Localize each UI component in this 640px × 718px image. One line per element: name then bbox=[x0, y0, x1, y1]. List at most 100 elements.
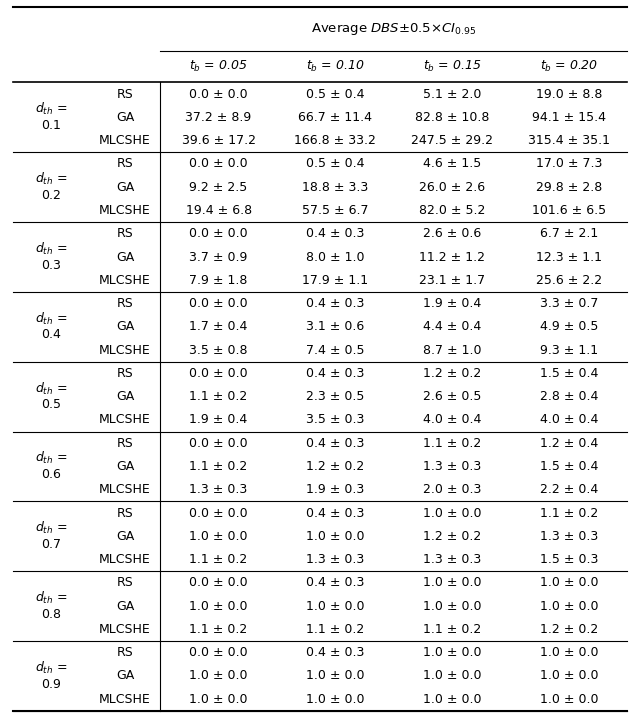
Text: 0.0 ± 0.0: 0.0 ± 0.0 bbox=[189, 577, 248, 589]
Text: 23.1 ± 1.7: 23.1 ± 1.7 bbox=[419, 274, 485, 286]
Text: 0.0 ± 0.0: 0.0 ± 0.0 bbox=[189, 227, 248, 241]
Text: 0.0 ± 0.0: 0.0 ± 0.0 bbox=[189, 367, 248, 380]
Text: 12.3 ± 1.1: 12.3 ± 1.1 bbox=[536, 251, 602, 264]
Text: 9.2 ± 2.5: 9.2 ± 2.5 bbox=[189, 181, 248, 194]
Text: 37.2 ± 8.9: 37.2 ± 8.9 bbox=[186, 111, 252, 124]
Text: 1.0 ± 0.0: 1.0 ± 0.0 bbox=[189, 693, 248, 706]
Text: 1.1 ± 0.2: 1.1 ± 0.2 bbox=[423, 623, 481, 636]
Text: MLCSHE: MLCSHE bbox=[99, 134, 151, 147]
Text: 1.0 ± 0.0: 1.0 ± 0.0 bbox=[423, 693, 481, 706]
Text: MLCSHE: MLCSHE bbox=[99, 204, 151, 217]
Text: 0.0 ± 0.0: 0.0 ± 0.0 bbox=[189, 506, 248, 520]
Text: $d_{th}$ =: $d_{th}$ = bbox=[35, 450, 67, 467]
Text: 0.0 ± 0.0: 0.0 ± 0.0 bbox=[189, 297, 248, 310]
Text: MLCSHE: MLCSHE bbox=[99, 483, 151, 496]
Text: 0.0 ± 0.0: 0.0 ± 0.0 bbox=[189, 88, 248, 101]
Text: 3.7 ± 0.9: 3.7 ± 0.9 bbox=[189, 251, 248, 264]
Text: 1.1 ± 0.2: 1.1 ± 0.2 bbox=[306, 623, 365, 636]
Text: RS: RS bbox=[116, 506, 133, 520]
Text: 0.7: 0.7 bbox=[41, 538, 61, 551]
Text: $d_{th}$ =: $d_{th}$ = bbox=[35, 311, 67, 327]
Text: MLCSHE: MLCSHE bbox=[99, 344, 151, 357]
Text: 247.5 ± 29.2: 247.5 ± 29.2 bbox=[411, 134, 493, 147]
Text: 2.2 ± 0.4: 2.2 ± 0.4 bbox=[540, 483, 598, 496]
Text: MLCSHE: MLCSHE bbox=[99, 553, 151, 566]
Text: 8.0 ± 1.0: 8.0 ± 1.0 bbox=[306, 251, 365, 264]
Text: 315.4 ± 35.1: 315.4 ± 35.1 bbox=[528, 134, 610, 147]
Text: 1.0 ± 0.0: 1.0 ± 0.0 bbox=[423, 669, 481, 682]
Text: 0.5: 0.5 bbox=[41, 398, 61, 411]
Text: 1.2 ± 0.2: 1.2 ± 0.2 bbox=[306, 460, 365, 473]
Text: 0.4 ± 0.3: 0.4 ± 0.3 bbox=[306, 227, 365, 241]
Text: 0.5 ± 0.4: 0.5 ± 0.4 bbox=[306, 157, 365, 170]
Text: 3.5 ± 0.3: 3.5 ± 0.3 bbox=[306, 414, 365, 426]
Text: 3.5 ± 0.8: 3.5 ± 0.8 bbox=[189, 344, 248, 357]
Text: GA: GA bbox=[116, 669, 134, 682]
Text: GA: GA bbox=[116, 181, 134, 194]
Text: 0.6: 0.6 bbox=[41, 468, 61, 481]
Text: GA: GA bbox=[116, 111, 134, 124]
Text: 0.1: 0.1 bbox=[41, 119, 61, 132]
Text: 0.0 ± 0.0: 0.0 ± 0.0 bbox=[189, 437, 248, 449]
Text: 66.7 ± 11.4: 66.7 ± 11.4 bbox=[298, 111, 372, 124]
Text: RS: RS bbox=[116, 646, 133, 659]
Text: 0.0 ± 0.0: 0.0 ± 0.0 bbox=[189, 157, 248, 170]
Text: 4.0 ± 0.4: 4.0 ± 0.4 bbox=[423, 414, 481, 426]
Text: 3.1 ± 0.6: 3.1 ± 0.6 bbox=[306, 320, 365, 333]
Text: 4.0 ± 0.4: 4.0 ± 0.4 bbox=[540, 414, 598, 426]
Text: $t_b$ = 0.05: $t_b$ = 0.05 bbox=[189, 59, 248, 74]
Text: $t_b$ = 0.20: $t_b$ = 0.20 bbox=[540, 59, 598, 74]
Text: GA: GA bbox=[116, 320, 134, 333]
Text: 1.0 ± 0.0: 1.0 ± 0.0 bbox=[306, 669, 365, 682]
Text: GA: GA bbox=[116, 600, 134, 612]
Text: 6.7 ± 2.1: 6.7 ± 2.1 bbox=[540, 227, 598, 241]
Text: $d_{th}$ =: $d_{th}$ = bbox=[35, 101, 67, 117]
Text: 17.0 ± 7.3: 17.0 ± 7.3 bbox=[536, 157, 602, 170]
Text: 2.0 ± 0.3: 2.0 ± 0.3 bbox=[423, 483, 481, 496]
Text: MLCSHE: MLCSHE bbox=[99, 623, 151, 636]
Text: GA: GA bbox=[116, 251, 134, 264]
Text: 1.0 ± 0.0: 1.0 ± 0.0 bbox=[189, 530, 248, 543]
Text: 1.3 ± 0.3: 1.3 ± 0.3 bbox=[423, 553, 481, 566]
Text: 1.1 ± 0.2: 1.1 ± 0.2 bbox=[189, 623, 248, 636]
Text: 7.9 ± 1.8: 7.9 ± 1.8 bbox=[189, 274, 248, 286]
Text: 3.3 ± 0.7: 3.3 ± 0.7 bbox=[540, 297, 598, 310]
Text: GA: GA bbox=[116, 390, 134, 403]
Text: 82.8 ± 10.8: 82.8 ± 10.8 bbox=[415, 111, 490, 124]
Text: 4.4 ± 0.4: 4.4 ± 0.4 bbox=[423, 320, 481, 333]
Text: MLCSHE: MLCSHE bbox=[99, 693, 151, 706]
Text: RS: RS bbox=[116, 88, 133, 101]
Text: 101.6 ± 6.5: 101.6 ± 6.5 bbox=[532, 204, 606, 217]
Text: 1.2 ± 0.4: 1.2 ± 0.4 bbox=[540, 437, 598, 449]
Text: 1.0 ± 0.0: 1.0 ± 0.0 bbox=[189, 600, 248, 612]
Text: 8.7 ± 1.0: 8.7 ± 1.0 bbox=[423, 344, 481, 357]
Text: 26.0 ± 2.6: 26.0 ± 2.6 bbox=[419, 181, 485, 194]
Text: 0.4 ± 0.3: 0.4 ± 0.3 bbox=[306, 367, 365, 380]
Text: 0.2: 0.2 bbox=[41, 189, 61, 202]
Text: $t_b$ = 0.15: $t_b$ = 0.15 bbox=[423, 59, 481, 74]
Text: 1.9 ± 0.4: 1.9 ± 0.4 bbox=[189, 414, 248, 426]
Text: RS: RS bbox=[116, 227, 133, 241]
Text: 1.0 ± 0.0: 1.0 ± 0.0 bbox=[540, 646, 598, 659]
Text: 25.6 ± 2.2: 25.6 ± 2.2 bbox=[536, 274, 602, 286]
Text: 1.1 ± 0.2: 1.1 ± 0.2 bbox=[423, 437, 481, 449]
Text: 0.4 ± 0.3: 0.4 ± 0.3 bbox=[306, 297, 365, 310]
Text: 1.0 ± 0.0: 1.0 ± 0.0 bbox=[423, 600, 481, 612]
Text: 0.5 ± 0.4: 0.5 ± 0.4 bbox=[306, 88, 365, 101]
Text: $d_{th}$ =: $d_{th}$ = bbox=[35, 381, 67, 396]
Text: 1.0 ± 0.0: 1.0 ± 0.0 bbox=[423, 646, 481, 659]
Text: 1.1 ± 0.2: 1.1 ± 0.2 bbox=[189, 460, 248, 473]
Text: 2.6 ± 0.5: 2.6 ± 0.5 bbox=[423, 390, 481, 403]
Text: 1.0 ± 0.0: 1.0 ± 0.0 bbox=[540, 693, 598, 706]
Text: 4.6 ± 1.5: 4.6 ± 1.5 bbox=[423, 157, 481, 170]
Text: 1.9 ± 0.3: 1.9 ± 0.3 bbox=[306, 483, 365, 496]
Text: 1.5 ± 0.4: 1.5 ± 0.4 bbox=[540, 460, 598, 473]
Text: 1.7 ± 0.4: 1.7 ± 0.4 bbox=[189, 320, 248, 333]
Text: 18.8 ± 3.3: 18.8 ± 3.3 bbox=[302, 181, 369, 194]
Text: 2.8 ± 0.4: 2.8 ± 0.4 bbox=[540, 390, 598, 403]
Text: 9.3 ± 1.1: 9.3 ± 1.1 bbox=[540, 344, 598, 357]
Text: RS: RS bbox=[116, 157, 133, 170]
Text: Average $DBS$±0.5×$CI_{0.95}$: Average $DBS$±0.5×$CI_{0.95}$ bbox=[311, 21, 476, 37]
Text: 2.3 ± 0.5: 2.3 ± 0.5 bbox=[306, 390, 365, 403]
Text: $d_{th}$ =: $d_{th}$ = bbox=[35, 660, 67, 676]
